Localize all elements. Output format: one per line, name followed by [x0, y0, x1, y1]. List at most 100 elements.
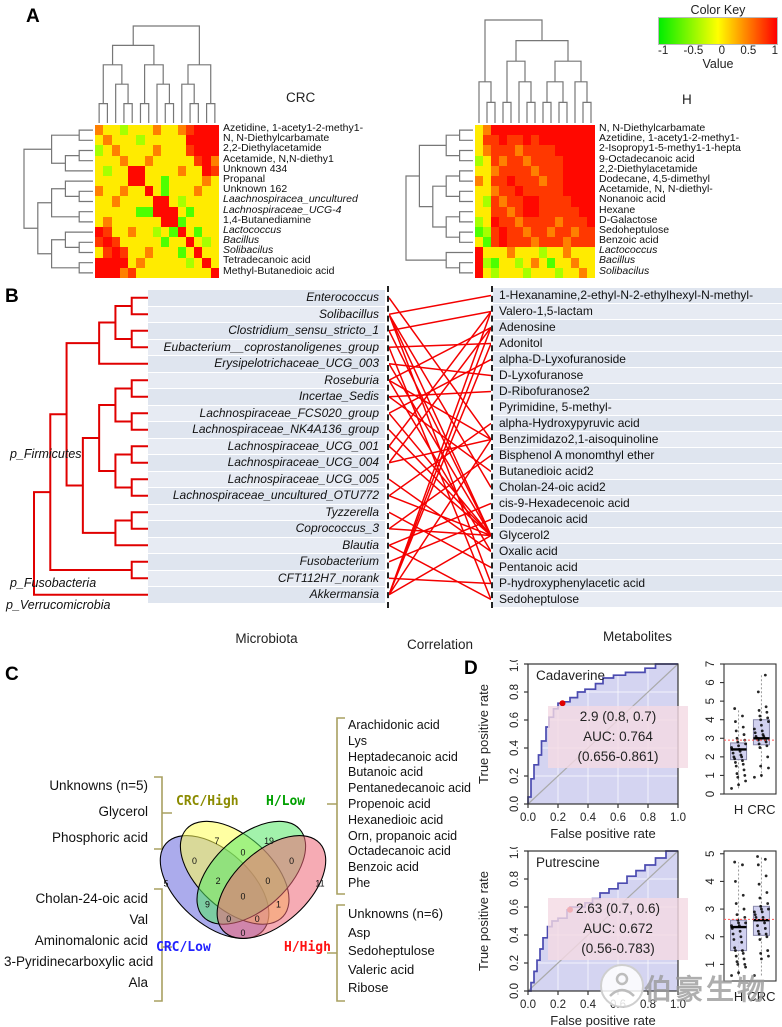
correlation-lines [389, 294, 491, 601]
heatmap-cell [475, 165, 483, 176]
color-key-tick: -0.5 [683, 45, 704, 57]
heatmap-cell [95, 226, 104, 238]
heatmap-cell [523, 196, 531, 207]
heatmap-cell [563, 145, 571, 156]
microbiota-item: Akkermansia [148, 587, 385, 603]
h-low-item: Propenoic acid [348, 796, 431, 811]
box-y-tick: 7 [705, 661, 717, 667]
heatmap-cell [547, 155, 555, 166]
heatmap-cell [169, 206, 178, 217]
heatmap-cell [515, 186, 523, 197]
heatmap-cell [563, 196, 571, 207]
microbiota-item: Eubacterium__coprostanoligenes_group [148, 339, 385, 355]
roc-y-tick: 0.8 [509, 871, 521, 887]
heatmap-cell [555, 237, 563, 248]
heatmap-cell [210, 125, 219, 136]
heatmap-cell [169, 196, 178, 207]
heatmap-cell [499, 267, 507, 278]
roc-x-axis-label: False positive rate [550, 1013, 656, 1027]
heatmap-cell [210, 135, 219, 146]
heatmap-cell [144, 125, 153, 136]
box-y-tick: 2 [705, 934, 717, 940]
heatmap-cell [103, 165, 112, 176]
heatmap-cell [491, 206, 499, 217]
heatmap-cell [177, 196, 186, 207]
heatmap-cell [128, 206, 137, 217]
heatmap-cell [169, 155, 178, 166]
heatmap-cell [539, 196, 547, 207]
heatmap-cell [547, 267, 555, 278]
venn-region-count: 9 [205, 900, 210, 910]
roc-x-axis-label: False positive rate [550, 826, 656, 841]
heatmap-cell [555, 125, 563, 136]
heatmap-cell [531, 206, 539, 217]
heatmap-cell [144, 165, 153, 176]
heatmap-cell [95, 135, 104, 146]
heatmap-cell [169, 247, 178, 258]
heatmap-cell [144, 267, 153, 278]
heatmap-cell [579, 226, 587, 238]
crc-heatmap [95, 125, 219, 278]
heatmap-cell [95, 257, 104, 268]
heatmap-cell [491, 165, 499, 176]
heatmap-cell [563, 267, 571, 278]
microbiota-item: Tyzzerella [148, 504, 385, 520]
heatmap-cell [523, 247, 531, 258]
heatmap-cell [571, 247, 579, 258]
metabolite-item: D-Ribofuranose2 [493, 384, 782, 399]
heatmap-cell [194, 247, 203, 258]
heatmap-cell [210, 165, 219, 176]
heatmap-cell [202, 206, 211, 217]
h-heatmap [475, 125, 595, 278]
heatmap-cell [499, 145, 507, 156]
heatmap-cell [547, 165, 555, 176]
heatmap-cell [475, 155, 483, 166]
heatmap-cell [202, 216, 211, 227]
h-low-item: Benzoic acid [348, 860, 419, 875]
metabolite-item: Pyrimidine, 5-methyl- [493, 400, 782, 415]
heatmap-cell [483, 267, 491, 278]
heatmap-cell [507, 267, 515, 278]
crc-low-item: Cholan-24-oic acid [35, 891, 148, 906]
heatmap-cell [128, 155, 137, 166]
h-column-dendrogram [478, 19, 592, 123]
heatmap-cell [128, 145, 137, 156]
h-low-item: Orn, propanoic acid [348, 828, 458, 843]
color-key: Color Key -1 -0.5 0 0.5 1 Value [658, 3, 778, 71]
microbiota-item: Coprococcus_3 [148, 521, 385, 537]
heatmap-cell [475, 186, 483, 197]
heatmap-cell [202, 135, 211, 146]
heatmap-row-label: Azetidine, 1-acety1-2-methy1- [599, 132, 740, 145]
heatmap-cell [144, 247, 153, 258]
heatmap-cell [475, 257, 483, 268]
phylum-firmicutes-label: p_Firmicutes [10, 447, 82, 461]
heatmap-cell [491, 175, 499, 187]
heatmap-row-label: Unknown 162 [223, 183, 288, 196]
heatmap-cell [111, 155, 120, 166]
heatmap-cell [119, 135, 129, 146]
venn-region-count: 7 [214, 836, 219, 846]
microbiota-item: Lachnospiraceae_uncultured_OTU772 [148, 488, 385, 504]
heatmap-cell [128, 175, 137, 187]
heatmap-cell [579, 247, 587, 258]
heatmap-cell [523, 155, 531, 166]
heatmap-cell [161, 216, 170, 227]
heatmap-cell [587, 247, 595, 258]
box-category-label: CRC [747, 802, 775, 817]
heatmap-cell [95, 165, 104, 176]
heatmap-cell [563, 165, 571, 176]
venn-region-count: 5 [164, 878, 169, 888]
heatmap-row-label: Tetradecanoic acid [223, 254, 311, 267]
heatmap-cell [202, 267, 211, 278]
heatmap-cell [555, 155, 563, 166]
h-high-bracket [327, 904, 345, 1002]
heatmap-cell [507, 257, 515, 268]
heatmap-cell [161, 125, 170, 136]
heatmap-cell [579, 196, 587, 207]
heatmap-cell [103, 216, 112, 227]
heatmap-cell [136, 196, 145, 207]
heatmap-cell [563, 247, 571, 258]
heatmap-cell [161, 237, 170, 248]
heatmap-cell [499, 135, 507, 146]
